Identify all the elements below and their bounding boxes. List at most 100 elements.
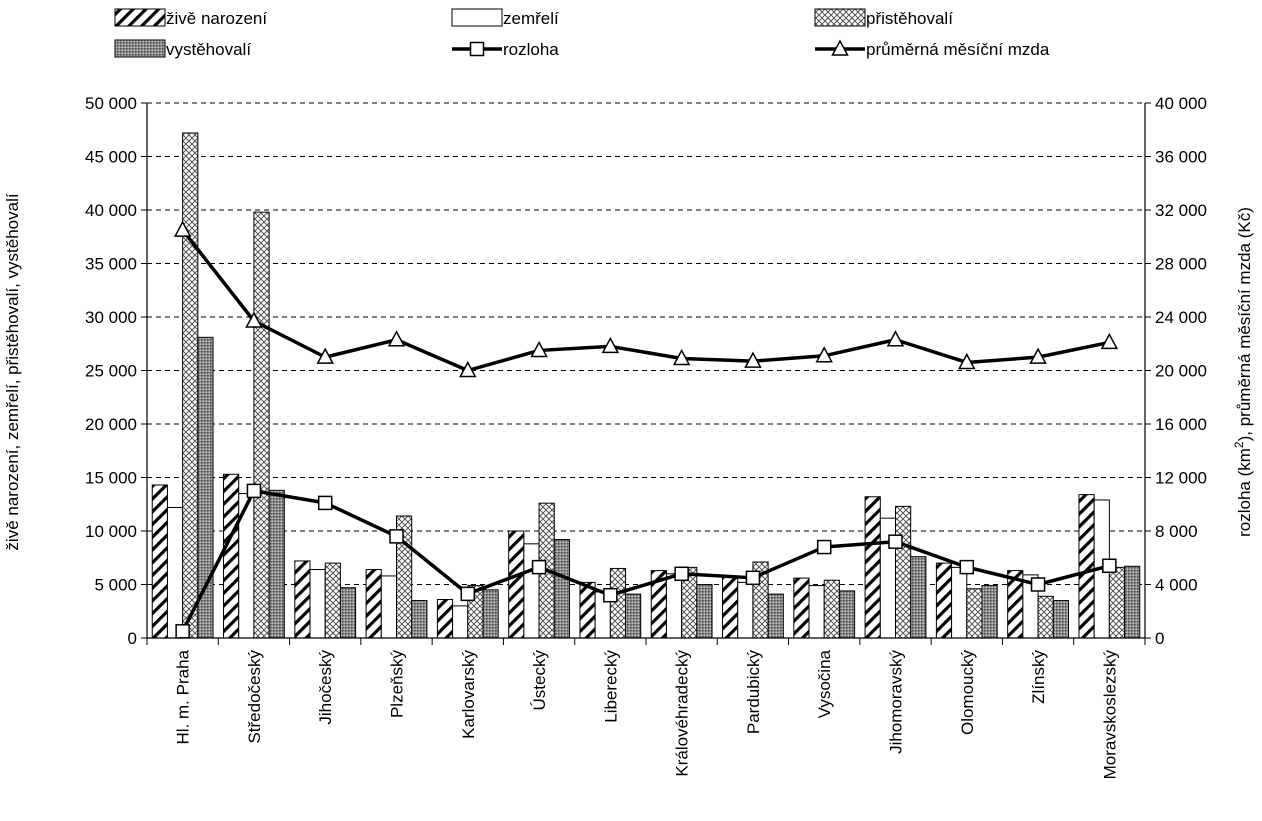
legend-item-prumerna-mesicni-mzda: průměrná měsíční mzda — [815, 39, 1050, 59]
legend-label: rozloha — [503, 40, 559, 59]
left-tick-label: 45 000 — [85, 148, 137, 167]
legend-item-vystehovali: vystěhovalí — [114, 39, 251, 59]
point-prumerna-mesicni-mzda — [601, 336, 620, 354]
right-tick-label: 4 000 — [1155, 576, 1198, 595]
bar-zemreli — [380, 575, 397, 639]
right-tick-label: 20 000 — [1155, 362, 1207, 381]
right-tick-label: 32 000 — [1155, 201, 1207, 220]
bar-vystehovali — [1052, 600, 1069, 639]
point-rozloha — [674, 566, 689, 582]
bar-vystehovali — [482, 589, 499, 639]
left-tick-label: 40 000 — [85, 201, 137, 220]
legend-item-zemreli: zemřelí — [451, 8, 559, 28]
legend-swatch-zemreli — [451, 8, 503, 27]
category-label: Královéhradecký — [673, 650, 692, 777]
point-prumerna-mesicni-mzda — [245, 311, 263, 328]
legend-label: živě narození — [166, 9, 267, 28]
bar-zemreli — [309, 569, 326, 639]
point-rozloha — [888, 534, 903, 549]
category-label: Ústecký — [530, 650, 549, 711]
bar-zemreli — [665, 573, 683, 639]
right-axis-ticks: 0 4 000 8 000 12 000 16 000 20 000 24 000 28 00… — [1145, 94, 1207, 648]
point-prumerna-mesicni-mzda — [815, 346, 833, 363]
left-tick-label: 10 000 — [85, 522, 137, 541]
point-rozloha — [1102, 558, 1117, 574]
bar-pristehovali — [609, 567, 627, 639]
left-tick-label: 5 000 — [94, 576, 137, 595]
line-rozloha — [181, 489, 1110, 633]
legend-label: zemřelí — [503, 9, 559, 28]
bar-vystehovali — [268, 489, 285, 639]
bar-zive-narozeni — [151, 484, 168, 639]
point-prumerna-mesicni-mzda — [1100, 332, 1119, 350]
bar-group — [151, 132, 1141, 639]
point-rozloha — [389, 529, 404, 544]
point-prumerna-mesicni-mzda — [459, 360, 477, 378]
right-tick-label: 8 000 — [1155, 522, 1198, 541]
point-rozloha — [1030, 577, 1046, 592]
left-tick-label: 0 — [128, 629, 137, 648]
bar-pristehovali — [253, 211, 270, 639]
right-axis-title: rozloha (km2), průměrná měsíční mzda (Kč… — [1232, 207, 1254, 537]
bar-pristehovali — [895, 505, 912, 639]
bar-vystehovali — [553, 539, 570, 639]
category-label: Liberecký — [601, 650, 620, 723]
right-axis-title-part2: ), průměrná měsíční mzda (Kč) — [1235, 207, 1254, 441]
point-rozloha — [959, 559, 975, 575]
right-tick-label: 36 000 — [1155, 148, 1207, 167]
point-prumerna-mesicni-mzda — [173, 220, 192, 237]
point-rozloha — [816, 539, 832, 555]
legend: živě narození zemřelí přistěhovalí vystěhov… — [114, 8, 1050, 59]
point-prumerna-mesicni-mzda — [387, 330, 406, 347]
right-tick-label: 16 000 — [1155, 415, 1207, 434]
bar-zive-narozeni — [1078, 494, 1095, 639]
bar-zive-narozeni — [436, 598, 454, 639]
bar-zive-narozeni — [508, 530, 525, 639]
left-tick-label: 15 000 — [85, 469, 137, 488]
left-axis-title: živě narození, zemřelí, přistěhovalí, vy… — [3, 193, 22, 550]
legend-marker-prumerna-mesicni-mzda — [831, 39, 849, 56]
point-prumerna-mesicni-mzda — [886, 330, 905, 347]
bar-vystehovali — [767, 593, 784, 639]
bar-zemreli — [452, 605, 469, 639]
legend-label: vystěhovalí — [166, 40, 251, 59]
bar-pristehovali — [324, 562, 341, 639]
legend-item-rozloha: rozloha — [452, 40, 559, 59]
point-prumerna-mesicni-mzda — [958, 352, 976, 370]
bar-vystehovali — [1124, 565, 1141, 639]
category-label: Vysočina — [815, 649, 834, 718]
legend-label: průměrná měsíční mzda — [866, 40, 1050, 59]
point-prumerna-mesicni-mzda — [1029, 347, 1047, 364]
point-prumerna-mesicni-mzda — [316, 347, 334, 364]
bar-zive-narozeni — [365, 569, 382, 639]
category-label: Karlovarský — [459, 650, 478, 739]
legend-marker-rozloha — [469, 41, 485, 57]
point-prumerna-mesicni-mzda — [744, 351, 762, 368]
bar-vystehovali — [910, 556, 927, 639]
right-tick-label: 0 — [1155, 629, 1164, 648]
bar-vystehovali — [625, 593, 642, 639]
left-axis-ticks: 0 5 000 10 000 15 000 20 000 25 000 30 000 35 0… — [85, 94, 147, 648]
legend-swatch-zive-narozeni — [114, 8, 166, 27]
legend-item-pristehovali: přistěhovalí — [814, 8, 953, 28]
left-tick-label: 50 000 — [85, 94, 137, 113]
right-tick-label: 28 000 — [1155, 255, 1207, 274]
line-group — [173, 220, 1119, 639]
bar-zemreli — [808, 585, 825, 639]
line-prumerna-mesicni-mzda — [181, 228, 1110, 373]
left-tick-label: 20 000 — [85, 415, 137, 434]
bar-vystehovali — [838, 590, 856, 639]
bar-vystehovali — [339, 587, 357, 639]
point-rozloha — [745, 570, 761, 586]
legend-item-zive-narozeni: živě narození — [114, 8, 267, 28]
bar-zive-narozeni — [223, 473, 240, 639]
bar-pristehovali — [823, 579, 840, 639]
point-prumerna-mesicni-mzda — [530, 340, 548, 358]
right-axis-title-part1: rozloha (km — [1235, 448, 1254, 537]
bar-vystehovali — [411, 600, 428, 639]
bar-pristehovali — [1037, 595, 1054, 639]
bar-vystehovali — [197, 336, 214, 639]
bar-zemreli — [166, 506, 184, 639]
